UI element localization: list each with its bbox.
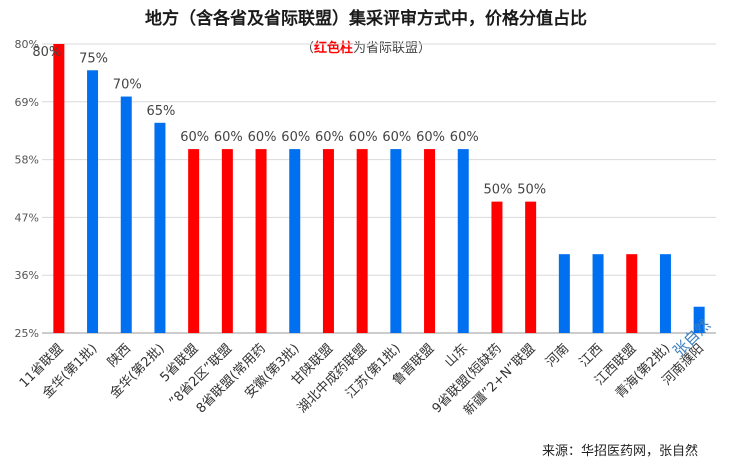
x-tick-label: 陕西 xyxy=(105,341,134,370)
province-bar xyxy=(289,149,301,333)
province-bar xyxy=(558,254,570,333)
x-tick-label: 山东 xyxy=(442,341,471,370)
data-label: 65% xyxy=(146,104,175,119)
subtitle-open: （ xyxy=(300,41,314,56)
y-tick-label: 58% xyxy=(15,154,39,167)
alliance-bar xyxy=(626,254,638,333)
y-tick-label: 47% xyxy=(15,211,39,224)
chart-subtitle: （红色柱为省际联盟） xyxy=(0,37,732,56)
source-note: 来源：华招医药网，张自然 xyxy=(541,444,698,459)
y-tick-label: 80% xyxy=(15,38,39,51)
x-tick-label: 河南 xyxy=(542,341,572,371)
alliance-bar xyxy=(424,149,436,333)
province-bar xyxy=(592,254,604,333)
province-bar xyxy=(693,306,705,333)
alliance-bar xyxy=(356,149,368,333)
province-bar xyxy=(659,254,671,333)
province-bar xyxy=(457,149,469,333)
x-tick-label: 江西 xyxy=(577,341,606,370)
data-label: 70% xyxy=(113,78,142,93)
province-bar xyxy=(154,122,166,334)
subtitle-red-bar-note: 红色柱 xyxy=(313,41,353,56)
province-bar xyxy=(390,149,402,333)
data-label: 80% xyxy=(32,45,61,60)
data-label: 60% xyxy=(214,130,243,145)
data-label: 60% xyxy=(416,130,445,145)
alliance-bar xyxy=(255,149,267,333)
alliance-bar xyxy=(322,149,334,333)
data-label: 60% xyxy=(180,130,209,145)
data-label: 60% xyxy=(349,130,378,145)
chart-title: 地方（含各省及省际联盟）集采评审方式中，价格分值占比 xyxy=(145,9,587,29)
data-label: 60% xyxy=(248,130,277,145)
data-label: 60% xyxy=(382,130,411,145)
alliance-bar xyxy=(525,201,537,333)
data-label: 60% xyxy=(315,130,344,145)
province-bar xyxy=(120,96,132,333)
alliance-bar xyxy=(188,149,200,333)
y-tick-label: 36% xyxy=(15,269,39,282)
province-bar xyxy=(87,70,99,333)
alliance-bar xyxy=(53,44,65,333)
data-label: 50% xyxy=(483,183,512,198)
data-label: 75% xyxy=(79,51,108,66)
alliance-bar xyxy=(491,201,503,333)
data-label: 60% xyxy=(281,130,310,145)
y-tick-label: 25% xyxy=(15,327,39,340)
data-label: 60% xyxy=(450,130,479,145)
y-tick-label: 69% xyxy=(15,96,39,109)
data-label: 50% xyxy=(517,183,546,198)
alliance-bar xyxy=(221,149,233,333)
subtitle-rest: 为省际联盟） xyxy=(353,41,432,56)
